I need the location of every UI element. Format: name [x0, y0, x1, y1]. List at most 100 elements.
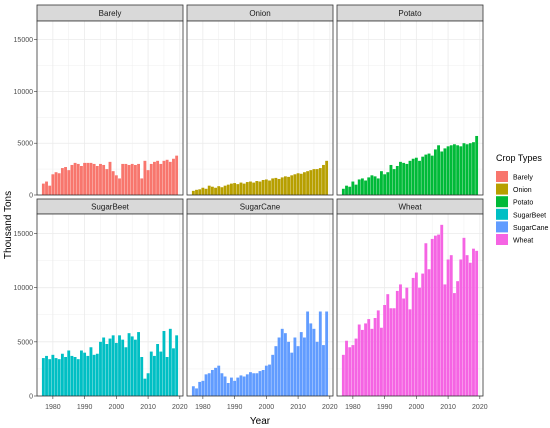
- bar: [283, 333, 287, 396]
- bar: [315, 341, 319, 396]
- bar: [89, 162, 93, 195]
- bar: [102, 164, 106, 195]
- bar: [395, 290, 399, 396]
- x-tick-label: 2000: [109, 404, 125, 411]
- bar: [472, 248, 475, 396]
- bar: [255, 373, 259, 396]
- facet-strip-label: Onion: [249, 9, 270, 18]
- panel-border: [186, 213, 334, 397]
- panel-background: [187, 21, 333, 195]
- bar: [130, 163, 134, 195]
- facet-strip-label: Potato: [398, 9, 422, 18]
- bar: [433, 149, 437, 195]
- bar: [370, 175, 374, 195]
- bar: [102, 337, 106, 396]
- bar: [399, 161, 402, 195]
- bar: [268, 180, 271, 195]
- bar: [175, 335, 179, 396]
- bar: [383, 305, 387, 396]
- bar: [242, 376, 246, 396]
- bar: [271, 354, 275, 396]
- bar: [60, 353, 64, 396]
- legend-swatch: [496, 171, 508, 182]
- bar: [312, 169, 316, 195]
- bar: [245, 374, 249, 396]
- bar: [318, 311, 322, 396]
- bar: [51, 174, 55, 195]
- legend-entry-label: Wheat: [513, 238, 533, 245]
- bar: [137, 332, 140, 396]
- legend-swatch: [496, 221, 508, 233]
- bar: [367, 319, 371, 396]
- bar: [465, 255, 469, 396]
- bar: [207, 373, 211, 396]
- legend-entry-label: Potato: [513, 200, 533, 207]
- bar: [277, 337, 281, 396]
- bar: [345, 340, 348, 396]
- bar: [168, 161, 172, 195]
- bar: [261, 179, 265, 195]
- bar: [449, 145, 453, 195]
- bar: [226, 184, 230, 195]
- bar: [76, 163, 80, 195]
- bar: [392, 169, 396, 195]
- bar: [252, 182, 256, 195]
- panel-border: [186, 20, 334, 196]
- bar: [373, 318, 377, 396]
- bar: [430, 238, 434, 396]
- bar: [357, 324, 361, 396]
- bar: [172, 348, 175, 396]
- bar: [156, 160, 160, 195]
- legend-swatch: [496, 183, 508, 195]
- bar: [124, 347, 128, 396]
- bar: [399, 284, 402, 396]
- bar: [217, 186, 221, 195]
- bar: [114, 342, 118, 396]
- bar: [127, 164, 131, 195]
- bar: [67, 170, 71, 195]
- bar: [309, 323, 313, 396]
- bar: [427, 153, 431, 195]
- bar: [86, 162, 90, 195]
- bar: [249, 372, 252, 396]
- x-axis-label: Year: [250, 416, 271, 427]
- x-tick-label: 1990: [377, 404, 393, 411]
- bar: [453, 293, 456, 396]
- bar: [201, 187, 205, 195]
- bar: [277, 178, 281, 195]
- bar: [204, 188, 208, 195]
- bar: [45, 181, 48, 195]
- facet-panels: Barely 0 5000 10000 15000 Onion Potato SugarBee…: [14, 4, 488, 411]
- panel-border: [36, 20, 184, 196]
- x-tick-label: 2010: [140, 404, 156, 411]
- bar: [341, 188, 345, 195]
- bar: [162, 331, 166, 396]
- bar: [92, 163, 96, 195]
- bar: [149, 351, 153, 396]
- bar: [287, 176, 290, 195]
- bar: [462, 143, 466, 195]
- bar: [472, 142, 475, 195]
- bar: [446, 259, 450, 396]
- bar: [268, 364, 271, 396]
- panel-border: [336, 20, 484, 196]
- bar: [418, 160, 421, 195]
- bar: [233, 380, 237, 396]
- bar: [108, 161, 112, 195]
- bar: [236, 184, 240, 195]
- bar: [210, 370, 214, 396]
- bar: [290, 352, 294, 396]
- bar: [48, 359, 52, 396]
- bar: [264, 365, 268, 396]
- legend-entry-label: Onion: [513, 187, 532, 194]
- bar: [89, 347, 93, 396]
- bar: [127, 333, 131, 396]
- bar: [264, 179, 268, 195]
- bar: [54, 172, 58, 195]
- bar: [220, 373, 224, 396]
- bar: [111, 171, 115, 195]
- bar: [459, 259, 463, 396]
- legend-entry-label: SugarCane: [513, 225, 549, 232]
- bar: [296, 173, 300, 195]
- bar: [475, 250, 479, 396]
